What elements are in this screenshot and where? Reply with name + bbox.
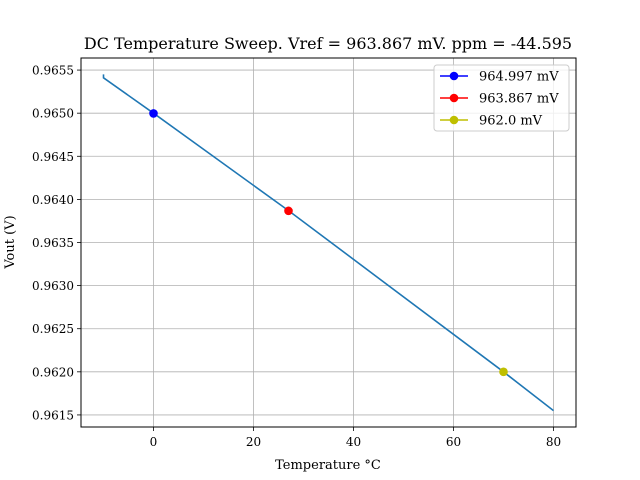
x-axis-label: Temperature °C — [275, 458, 381, 473]
x-tick-label: 80 — [546, 435, 561, 449]
plot-lines — [102, 74, 554, 412]
data-point-marker — [284, 206, 293, 216]
series-line — [102, 74, 554, 412]
legend-box — [433, 64, 570, 132]
y-ticks: 0.9615 0.9620 0.9625 0.9630 0.9635 0.9640 0.96… — [32, 64, 81, 422]
plot-markers — [149, 109, 508, 377]
x-tick-label: 60 — [446, 435, 461, 449]
y-axis-label: Vout (V) — [3, 215, 18, 269]
x-tick-label: 40 — [346, 435, 361, 449]
x-tick-label: 20 — [246, 435, 261, 449]
data-point-marker — [149, 109, 158, 118]
y-tick-label: 0.9620 — [32, 365, 74, 379]
x-ticks: 0 20 40 60 80 — [150, 427, 561, 449]
legend-label: 963.867 mV — [479, 92, 559, 107]
legend-swatch-marker — [449, 93, 459, 103]
legend-label: 964.997 mV — [479, 70, 559, 85]
legend-swatch-marker — [449, 71, 459, 81]
y-tick-label: 0.9615 — [32, 408, 74, 422]
y-tick-label: 0.9655 — [32, 64, 74, 78]
y-tick-label: 0.9640 — [32, 193, 74, 207]
legend-label: 962.0 mV — [479, 114, 543, 129]
y-tick-label: 0.9645 — [32, 150, 74, 164]
y-tick-label: 0.9625 — [32, 322, 74, 336]
y-tick-label: 0.9630 — [32, 279, 74, 293]
grid — [81, 58, 576, 427]
data-point-marker — [499, 367, 508, 377]
y-tick-label: 0.9635 — [32, 236, 74, 250]
legend: 964.997 mV 963.867 mV 962.0 mV — [433, 64, 570, 132]
legend-swatch-marker — [449, 115, 459, 125]
chart-title: DC Temperature Sweep. Vref = 963.867 mV.… — [84, 34, 572, 53]
x-tick-label: 0 — [150, 435, 158, 449]
y-tick-label: 0.9650 — [32, 107, 74, 121]
